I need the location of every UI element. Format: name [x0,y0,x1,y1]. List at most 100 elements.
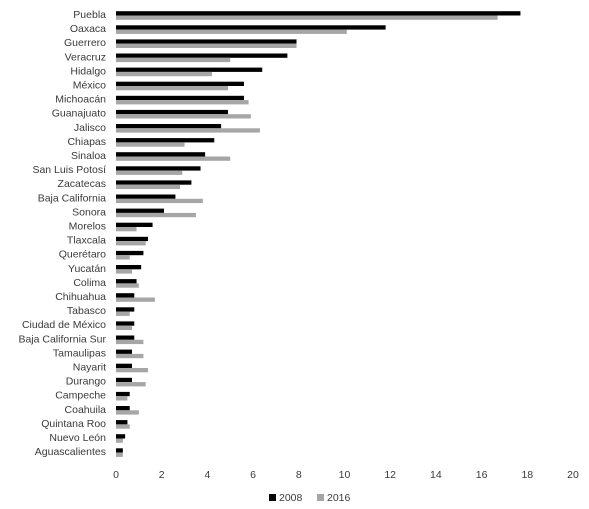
bar-2016 [116,128,260,133]
bar-2016 [116,438,123,443]
category-label: San Luis Potosí [32,164,106,176]
bar-2016 [116,43,297,48]
bar-2008 [116,109,228,115]
category-label: Michoacán [55,94,106,106]
bar-2016 [116,353,144,359]
bar-2008 [116,265,142,270]
category-label: Guanajuato [52,108,106,120]
legend-label-2016: 2016 [327,492,351,504]
bar-2016 [116,368,148,373]
category-label: Ciudad de México [22,319,106,331]
bar-2016 [116,71,212,77]
bar-2008 [116,363,132,368]
bar-2008 [116,222,153,227]
x-tick-label: 0 [113,469,119,481]
bar-2016 [116,410,139,415]
category-label: Tlaxcala [67,235,106,247]
category-label: Colima [73,277,106,289]
category-label: Baja California Sur [18,333,106,345]
bar-2016 [116,212,196,218]
bar-2016 [116,156,231,161]
category-label: Campeche [55,390,106,402]
bar-2008 [116,448,123,453]
bar-2016 [116,100,249,105]
x-tick-label: 6 [250,469,256,481]
x-tick-label: 12 [384,469,396,481]
category-label: Baja California [38,192,106,204]
x-tick-label: 4 [204,469,210,481]
bar-2016 [116,382,146,387]
bar-2008 [116,377,132,383]
bar-2016 [116,241,146,246]
category-label: Durango [66,376,106,388]
category-label: Sinaloa [71,150,106,162]
bar-2016 [116,142,185,147]
bar-2008 [116,321,135,326]
x-tick-label: 10 [339,469,351,481]
bar-2008 [116,250,144,256]
bar-2008 [116,124,222,129]
category-label: Jalisco [74,122,106,134]
bar-2008 [116,95,244,101]
bar-2008 [116,293,135,298]
bar-2016 [116,15,498,20]
category-label: Yucatán [68,263,106,275]
bar-2008 [116,25,386,30]
x-tick-label: 8 [296,469,302,481]
x-tick-label: 14 [430,469,442,481]
category-label: Quintana Roo [41,418,106,430]
legend: 2008 2016 [269,492,351,504]
bar-2016 [116,57,231,63]
category-label: Aguascalientes [35,446,106,458]
bar-2008 [116,391,130,397]
bar-2008 [116,335,135,340]
bar-2016 [116,283,139,288]
bar-2008 [116,194,176,199]
bar-2008 [116,406,130,411]
category-labels: Puebla Oaxaca Guerrero Veracruz Hidalgo Méxic… [18,9,106,458]
category-label: Zacatecas [58,178,106,190]
category-label: Querétaro [59,249,106,261]
x-tick-label: 16 [476,469,488,481]
bar-2016 [116,29,347,34]
legend-label-2008: 2008 [279,492,303,504]
category-label: Nuevo León [49,432,106,444]
bar-2016 [116,86,228,91]
category-label: Chihuahua [55,291,106,303]
category-label: México [73,80,106,92]
bar-2016 [116,396,128,401]
bar-2016 [116,325,132,330]
category-label: Tabasco [67,305,106,317]
x-axis-ticks: 0 2 4 6 8 10 12 14 16 18 20 [113,469,579,481]
category-label: Coahuila [65,404,107,416]
category-label: Hidalgo [70,65,106,77]
bar-2008 [116,236,148,242]
bar-2008 [116,152,206,157]
bar-2008 [116,53,288,58]
bar-2016 [116,170,183,175]
bar-2008 [116,67,263,72]
bars [116,11,521,457]
bar-2008 [116,138,215,143]
bar-2008 [116,166,201,171]
bar-2008 [116,307,135,312]
x-tick-label: 18 [521,469,533,481]
bar-2008 [116,11,521,16]
legend-swatch-2008 [269,494,276,501]
category-label: Sonora [72,206,106,218]
category-label: Morelos [69,221,106,233]
bar-2016 [116,184,180,189]
category-label: Veracruz [65,51,106,63]
category-label: Guerrero [64,37,106,49]
bar-2016 [116,297,155,302]
bar-2008 [116,349,132,354]
bar-2008 [116,434,126,439]
category-label: Oaxaca [70,23,106,35]
bar-2016 [116,269,132,274]
bar-2008 [116,420,128,425]
bar-2008 [116,180,192,185]
bar-2008 [116,279,137,284]
bar-2016 [116,255,130,260]
